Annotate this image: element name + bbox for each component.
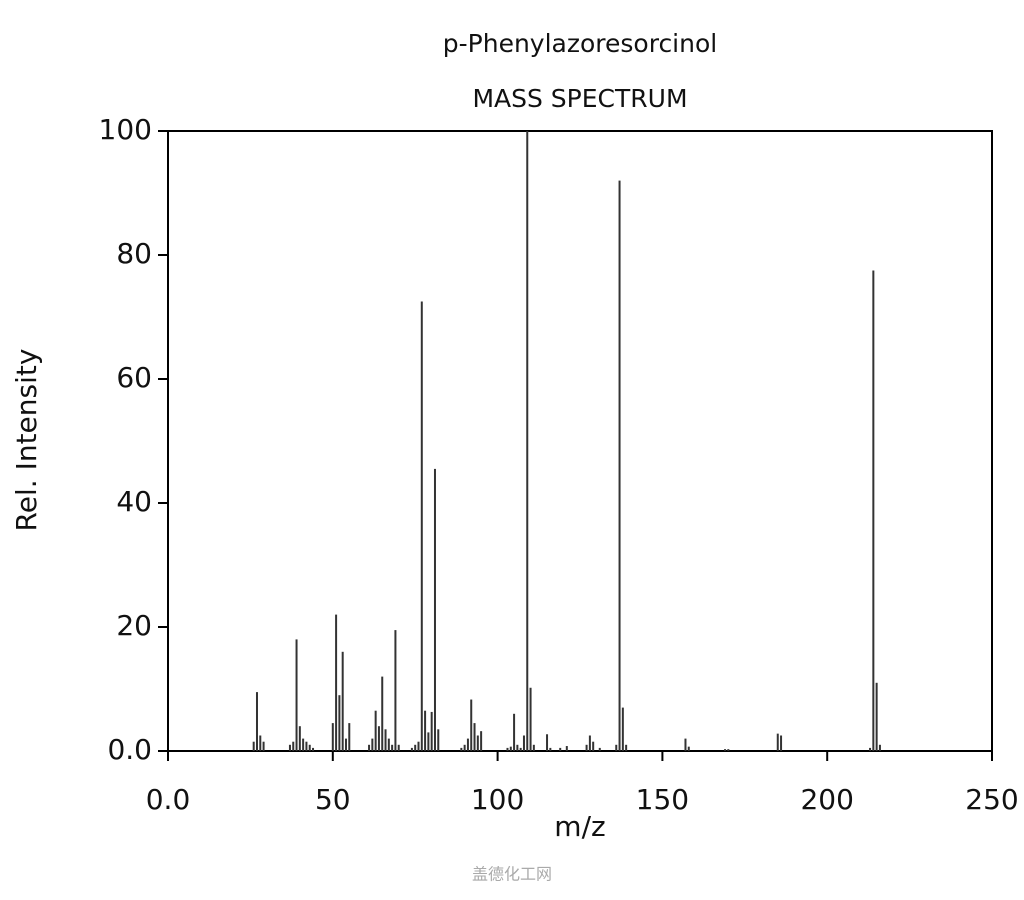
peak <box>592 741 595 751</box>
peak <box>506 747 509 751</box>
peak <box>466 738 469 751</box>
peak <box>338 695 341 751</box>
peak <box>391 744 394 751</box>
peak <box>335 614 338 751</box>
peak <box>546 734 549 751</box>
peak <box>344 738 347 751</box>
peak <box>262 741 265 751</box>
peak <box>529 687 532 751</box>
peak <box>588 735 591 751</box>
peak <box>417 741 420 751</box>
peak <box>565 746 568 751</box>
x-tick-label: 200 <box>800 783 853 816</box>
peak <box>526 131 529 751</box>
y-tick-label: 0.0 <box>107 733 152 766</box>
peak <box>302 738 305 751</box>
peak <box>427 732 430 751</box>
peak <box>621 707 624 751</box>
peak <box>519 747 522 751</box>
peak <box>509 746 512 751</box>
x-axis-label: m/z <box>554 810 605 843</box>
peak <box>437 729 440 751</box>
peak <box>869 747 872 751</box>
x-tick-label: 150 <box>636 783 689 816</box>
peak <box>255 692 258 751</box>
y-tick-label: 100 <box>99 113 152 146</box>
peak <box>684 738 687 751</box>
peak <box>312 747 315 751</box>
chart-subtitle: MASS SPECTRUM <box>472 84 687 113</box>
peak <box>476 735 479 751</box>
peak <box>298 726 301 751</box>
peak <box>371 738 374 751</box>
peak <box>308 744 311 751</box>
peak <box>305 741 308 751</box>
x-tick-label: 250 <box>965 783 1018 816</box>
peak <box>420 301 423 751</box>
peak <box>615 744 618 751</box>
peak <box>377 726 380 751</box>
peak <box>384 729 387 751</box>
peak <box>513 713 516 751</box>
peak <box>288 744 291 751</box>
peak <box>878 744 881 751</box>
peak <box>549 747 552 751</box>
y-tick-label: 60 <box>116 361 152 394</box>
peak <box>532 744 535 751</box>
peak <box>414 744 417 751</box>
peak <box>687 746 690 751</box>
peak <box>292 741 295 751</box>
peak <box>394 630 397 751</box>
peak <box>727 749 730 751</box>
x-tick-label: 50 <box>315 783 351 816</box>
peak <box>480 731 483 751</box>
peak <box>381 676 384 751</box>
peak <box>872 270 875 751</box>
peak <box>625 744 628 751</box>
peak <box>252 741 255 751</box>
peak <box>470 699 473 751</box>
peak <box>341 651 344 751</box>
peak <box>522 735 525 751</box>
peak <box>331 723 334 751</box>
peak <box>598 747 601 751</box>
peak <box>585 744 588 751</box>
peak <box>724 749 727 751</box>
peak <box>259 735 262 751</box>
peak <box>397 744 400 751</box>
chart-title: p-Phenylazoresorcinol <box>443 29 717 58</box>
peak <box>295 639 298 751</box>
peak <box>368 744 371 751</box>
peak <box>776 733 779 751</box>
peak <box>516 744 519 751</box>
x-tick-label: 100 <box>471 783 524 816</box>
y-tick-label: 80 <box>116 237 152 270</box>
y-axis-label: Rel. Intensity <box>10 349 43 532</box>
plot-frame <box>167 130 993 752</box>
peak <box>559 747 562 751</box>
y-tick-label: 20 <box>116 609 152 642</box>
peak <box>374 710 377 751</box>
peak <box>780 735 783 751</box>
peak <box>433 468 436 751</box>
peak <box>473 723 476 751</box>
peak <box>387 738 390 751</box>
peak <box>410 747 413 751</box>
peak <box>460 747 463 751</box>
watermark: 盖德化工网 <box>472 865 552 884</box>
peak <box>348 723 351 751</box>
peak <box>430 711 433 751</box>
y-tick-label: 40 <box>116 485 152 518</box>
peak <box>424 710 427 751</box>
x-tick-label: 0.0 <box>146 783 191 816</box>
peak <box>875 682 878 751</box>
peak <box>463 744 466 751</box>
peak <box>618 180 621 752</box>
